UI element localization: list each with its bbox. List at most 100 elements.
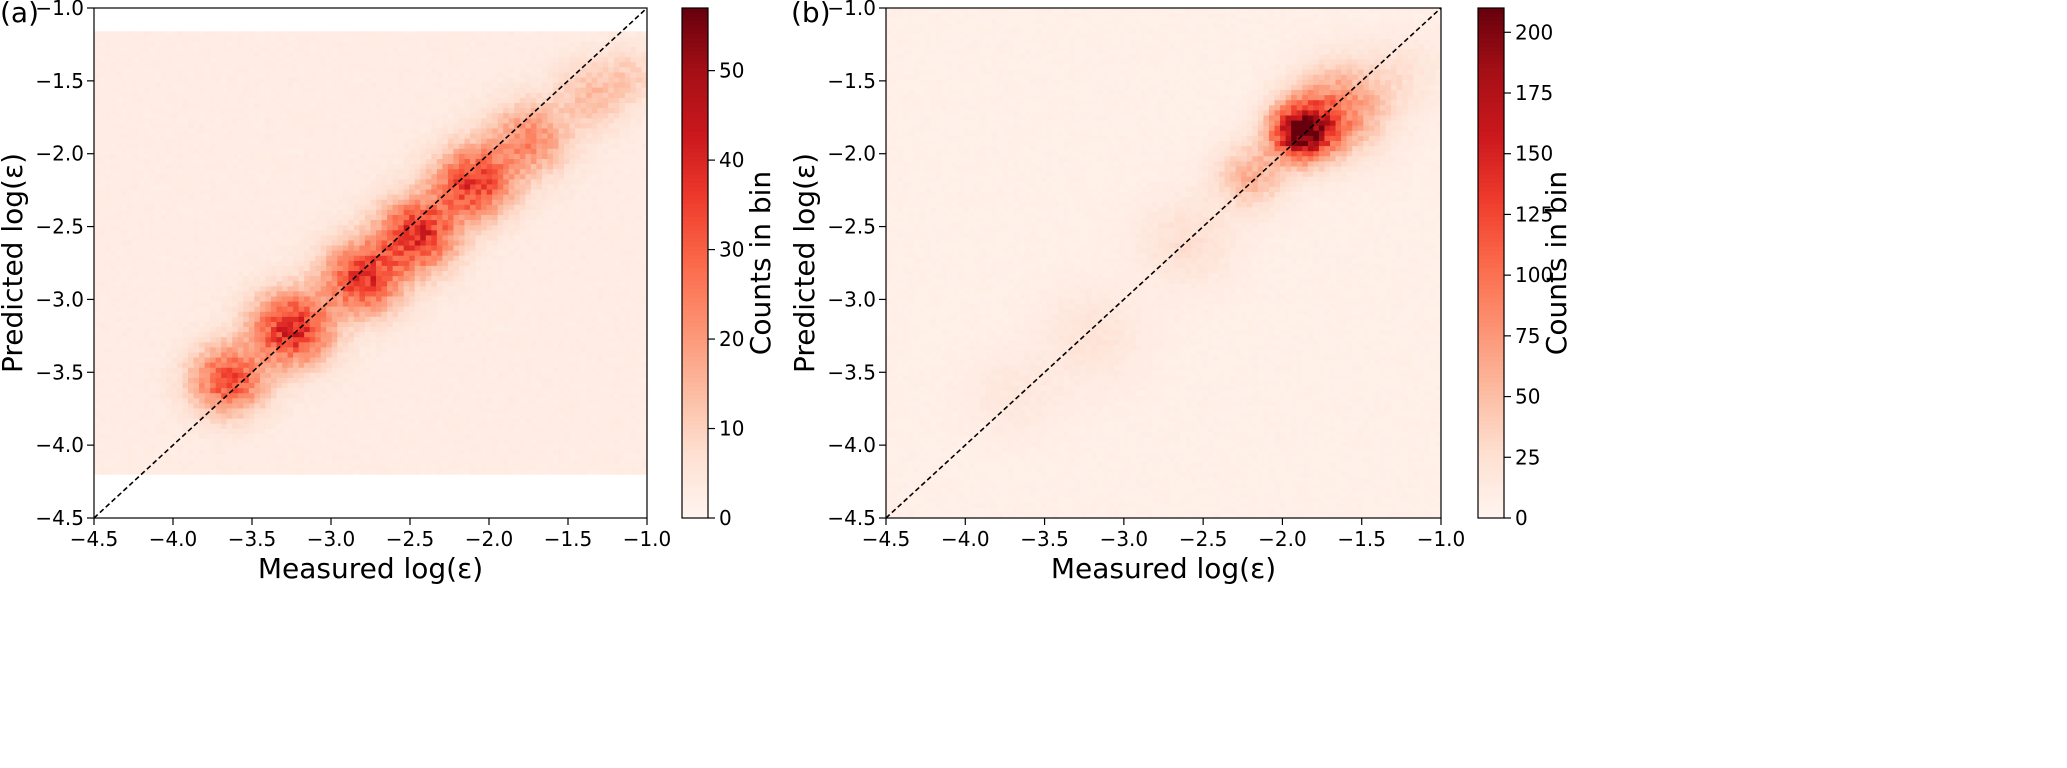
heatmap-cell (382, 62, 388, 67)
heatmap-cell (155, 103, 161, 108)
heatmap-cell (94, 36, 100, 41)
heatmap-cell (343, 189, 349, 194)
heatmap-cell (260, 31, 266, 36)
heatmap-cell (227, 398, 233, 403)
heatmap-cell (304, 444, 310, 449)
heatmap-cell (111, 255, 117, 260)
heatmap-cell (149, 337, 155, 342)
heatmap-cell (127, 383, 133, 388)
heatmap-cell (105, 159, 111, 164)
heatmap-cell (254, 57, 260, 62)
heatmap-cell (122, 260, 128, 265)
heatmap-cell (177, 286, 183, 291)
heatmap-cell (387, 204, 393, 209)
heatmap-cell (205, 174, 211, 179)
heatmap-cell (194, 62, 200, 67)
heatmap-cell (133, 240, 139, 245)
heatmap-cell (171, 378, 177, 383)
heatmap-cell (387, 235, 393, 240)
heatmap-cell (199, 260, 205, 265)
heatmap-cell (155, 159, 161, 164)
heatmap-cell (116, 210, 122, 215)
heatmap-cell (254, 260, 260, 265)
heatmap-cell (221, 322, 227, 327)
heatmap-cell (205, 423, 211, 428)
heatmap-cell (304, 174, 310, 179)
heatmap-cell (343, 184, 349, 189)
heatmap-cell (382, 362, 388, 367)
heatmap-cell (398, 164, 404, 169)
heatmap-cell (304, 52, 310, 57)
heatmap-cell (100, 286, 106, 291)
heatmap-cell (100, 337, 106, 342)
heatmap-cell (166, 98, 172, 103)
heatmap-cell (315, 439, 321, 444)
heatmap-cell (243, 72, 249, 77)
heatmap-cell (188, 454, 194, 459)
heatmap-cell (232, 72, 238, 77)
heatmap-cell (282, 378, 288, 383)
heatmap-cell (199, 464, 205, 469)
heatmap-cell (216, 210, 222, 215)
heatmap-cell (276, 393, 282, 398)
heatmap-cell (210, 255, 216, 260)
heatmap-cell (188, 357, 194, 362)
heatmap-cell (166, 230, 172, 235)
heatmap-cell (282, 296, 288, 301)
heatmap-cell (326, 179, 332, 184)
heatmap-cell (210, 372, 216, 377)
heatmap-cell (122, 296, 128, 301)
heatmap-cell (205, 434, 211, 439)
heatmap-cell (254, 199, 260, 204)
heatmap-cell (243, 67, 249, 72)
heatmap-cell (188, 398, 194, 403)
heatmap-cell (243, 62, 249, 67)
heatmap-cell (100, 464, 106, 469)
heatmap-cell (122, 230, 128, 235)
heatmap-cell (171, 367, 177, 372)
heatmap-cell (116, 31, 122, 36)
heatmap-cell (348, 418, 354, 423)
heatmap-cell (310, 143, 316, 148)
heatmap-cell (177, 245, 183, 250)
heatmap-cell (205, 154, 211, 159)
heatmap-cell (199, 123, 205, 128)
heatmap-cell (182, 199, 188, 204)
heatmap-cell (310, 291, 316, 296)
heatmap-cell (182, 388, 188, 393)
heatmap-cell (332, 423, 338, 428)
heatmap-cell (332, 113, 338, 118)
heatmap-cell (354, 215, 360, 220)
heatmap-cell (155, 169, 161, 174)
heatmap-cell (116, 469, 122, 474)
heatmap-cell (337, 266, 343, 271)
heatmap-cell (382, 449, 388, 454)
heatmap-cell (133, 87, 139, 92)
heatmap-cell (249, 306, 255, 311)
heatmap-cell (138, 194, 144, 199)
heatmap-cell (171, 103, 177, 108)
heatmap-cell (332, 148, 338, 153)
heatmap-cell (188, 128, 194, 133)
heatmap-cell (182, 449, 188, 454)
heatmap-cell (205, 367, 211, 372)
heatmap-cell (111, 413, 117, 418)
heatmap-cell (315, 342, 321, 347)
heatmap-cell (100, 255, 106, 260)
heatmap-cell (155, 434, 161, 439)
heatmap-cell (144, 286, 150, 291)
heatmap-cell (254, 352, 260, 357)
heatmap-cell (105, 67, 111, 72)
heatmap-cell (315, 301, 321, 306)
heatmap-cell (216, 47, 222, 52)
heatmap-cell (332, 332, 338, 337)
heatmap-cell (210, 36, 216, 41)
heatmap-cell (343, 159, 349, 164)
heatmap-cell (382, 337, 388, 342)
heatmap-cell (199, 271, 205, 276)
heatmap-cell (387, 378, 393, 383)
heatmap-cell (359, 164, 365, 169)
heatmap-cell (238, 444, 244, 449)
heatmap-cell (94, 189, 100, 194)
heatmap-cell (387, 225, 393, 230)
